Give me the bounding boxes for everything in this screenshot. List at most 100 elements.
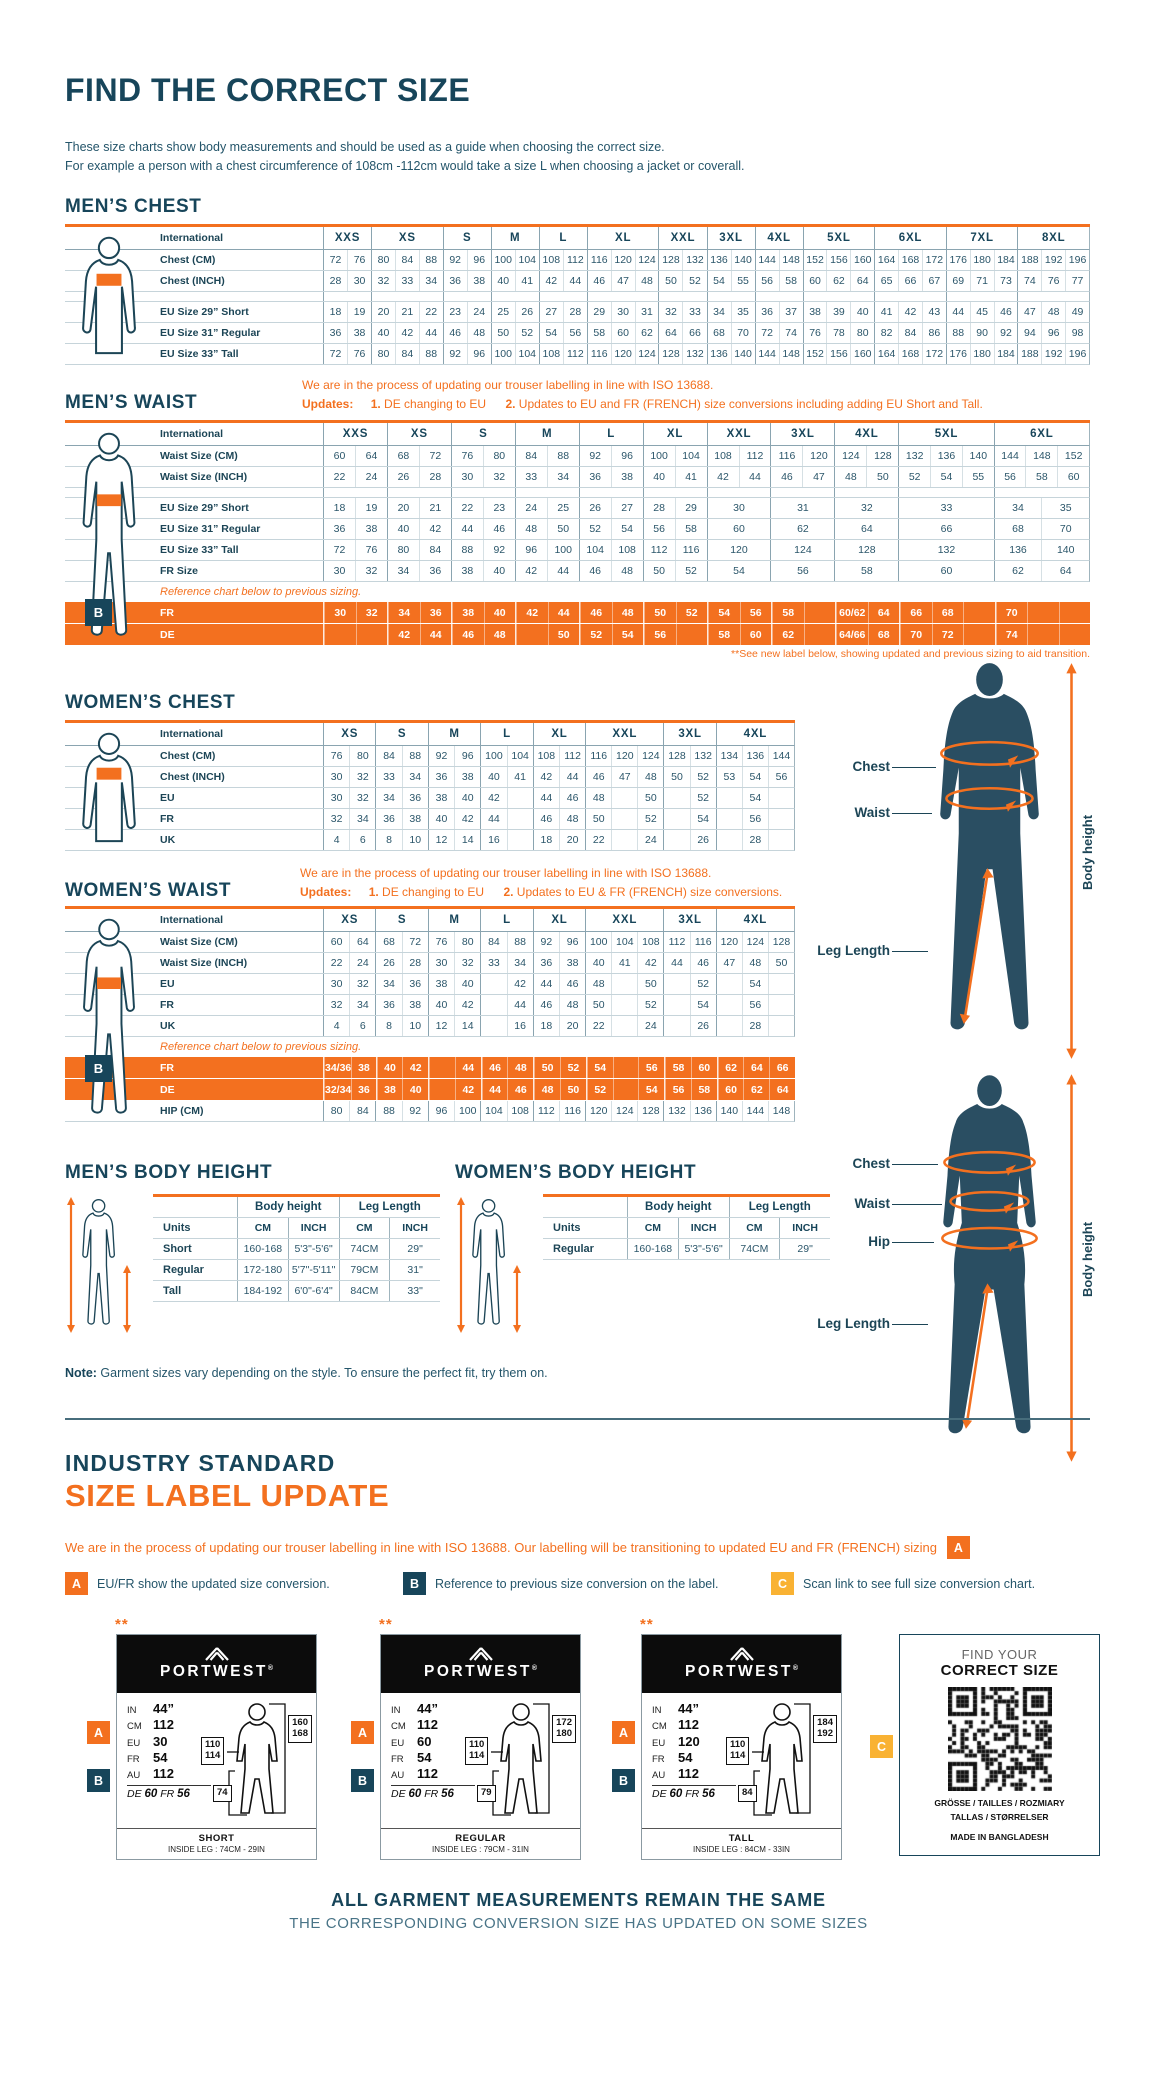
size-group: 4XL <box>715 909 794 931</box>
size-column-header: 4XL <box>743 914 768 926</box>
size-group: 36 38 <box>442 271 491 291</box>
size-cell <box>717 809 742 829</box>
size-column-header: 7XL <box>970 232 994 244</box>
size-cell: 24 <box>349 953 375 973</box>
size-cell: 38 <box>351 1057 375 1078</box>
size-group <box>450 488 515 497</box>
row-label: UK <box>160 834 176 846</box>
size-group: 60 64 <box>323 932 375 952</box>
size-cell: 40 <box>653 471 665 483</box>
size-group: 34 36 <box>375 788 427 808</box>
size-cell <box>1027 624 1059 645</box>
size-cell: 72 <box>333 544 346 556</box>
size-cell: 116 <box>689 932 716 952</box>
size-cell: 44 <box>506 995 533 1015</box>
size-cell <box>963 624 995 645</box>
size-group: 44 46 <box>532 788 585 808</box>
size-group: 3XL <box>706 227 755 249</box>
size-cell: 188 <box>1021 348 1039 360</box>
size-group: M <box>427 723 480 745</box>
size-cell: 40 <box>454 788 480 808</box>
size-cell: 80 <box>377 348 390 360</box>
size-cell: 72 <box>329 348 342 360</box>
size-group: 5XL <box>802 227 875 249</box>
size-group: 8XL <box>1017 227 1089 249</box>
size-system-key: EU <box>127 1737 141 1749</box>
size-column-header: M <box>449 728 460 740</box>
body-height-group-header: Body height <box>627 1197 729 1217</box>
size-system-key: FR <box>652 1753 665 1765</box>
size-group: 112 116 <box>532 1101 585 1121</box>
size-cell: 28 <box>418 467 451 487</box>
size-group: 46 48 <box>451 624 515 645</box>
size-cell: 46 <box>481 1057 508 1078</box>
size-group: 164 168 172 <box>874 344 946 364</box>
size-group <box>490 292 539 301</box>
size-cell: 56 <box>741 809 768 829</box>
unit-header: CM <box>728 1218 780 1238</box>
size-cell: 54 <box>610 519 643 539</box>
size-cell: 54 <box>708 602 740 623</box>
size-group <box>386 488 451 497</box>
size-group: 50 52 <box>643 602 707 623</box>
height-cell: 172-180 <box>237 1260 288 1280</box>
size-value: 54 <box>153 1749 168 1765</box>
size-group: 44 46 <box>450 519 515 539</box>
size-group: 50 52 <box>585 809 663 829</box>
size-group: 144 148 152 <box>993 446 1089 466</box>
asterisks-mark: ** <box>640 1616 654 1633</box>
female-measurement-figure: Chest Waist Hip Leg Length Body height <box>792 1066 1157 1468</box>
reference-b-badge: B <box>85 1055 112 1082</box>
size-group: 36 38 <box>578 467 643 487</box>
size-value: 54 <box>417 1749 432 1765</box>
size-cell: 34 <box>546 467 579 487</box>
size-cell: 44 <box>952 306 965 318</box>
row-label: FR <box>160 999 174 1011</box>
size-group: 46 47 <box>770 467 834 487</box>
row-label: DE <box>160 1083 175 1096</box>
size-cell: 30 <box>330 978 343 990</box>
size-row: EU 30 32 34 36 38 40 42 44 46 48 50 52 54 <box>65 788 795 809</box>
size-cell: 44 <box>461 523 474 535</box>
size-cell: 68 <box>1012 523 1024 535</box>
legend-item-b: B Reference to previous size conversion … <box>403 1572 719 1595</box>
size-group: 18 19 <box>323 302 371 322</box>
height-cell: 31" <box>389 1260 440 1280</box>
mens-body-height-section: MEN’S BODY HEIGHT Body height Leg Length U… <box>65 1162 455 1362</box>
size-cell: 50 <box>866 467 898 487</box>
unit-header: INCH <box>287 1218 339 1238</box>
size-cell: 84 <box>383 750 395 762</box>
size-cell: 116 <box>590 254 608 266</box>
size-group: 54 <box>706 561 771 581</box>
unit-header: CM <box>237 1218 288 1238</box>
size-cell: 38 <box>435 978 448 990</box>
womens-waist-table: International XS S M L XL XXL 3XL 4XL Waist Size … <box>65 906 795 1122</box>
size-cell: 100 <box>454 1101 480 1121</box>
size-group: 108 112 <box>532 746 585 766</box>
size-cell: 26 <box>514 302 539 322</box>
size-column-header: XL <box>666 428 684 440</box>
size-cell: 96 <box>454 746 480 766</box>
size-cell: 40 <box>402 1079 428 1100</box>
size-cell: 8 <box>386 834 392 846</box>
size-cell: 84 <box>349 1101 375 1121</box>
size-cell: 4 <box>333 1020 340 1032</box>
spacer-row <box>65 488 1090 498</box>
size-cell: 33 <box>525 471 538 483</box>
size-cell: 48 <box>845 471 857 483</box>
size-cell: 100 <box>589 936 608 948</box>
size-cell: 38 <box>454 767 480 787</box>
size-cell: 60 <box>739 624 772 645</box>
size-group: 34/36 38 <box>323 1057 376 1078</box>
size-group: XL <box>642 423 707 445</box>
size-cell <box>1058 624 1091 645</box>
size-group: 28 29 <box>642 498 707 518</box>
size-cell: 36 <box>401 788 428 808</box>
legend-item-a: A EU/FR show the updated size conversion… <box>65 1572 330 1595</box>
male-silhouette <box>940 663 1077 1059</box>
size-group: 80 84 88 <box>371 344 443 364</box>
size-group: 6XL <box>874 227 946 249</box>
size-cell: 152 <box>806 254 824 266</box>
label-figure-area: 110 114 160 168 74 <box>201 1701 312 1819</box>
label-figure-icon <box>752 1703 811 1816</box>
